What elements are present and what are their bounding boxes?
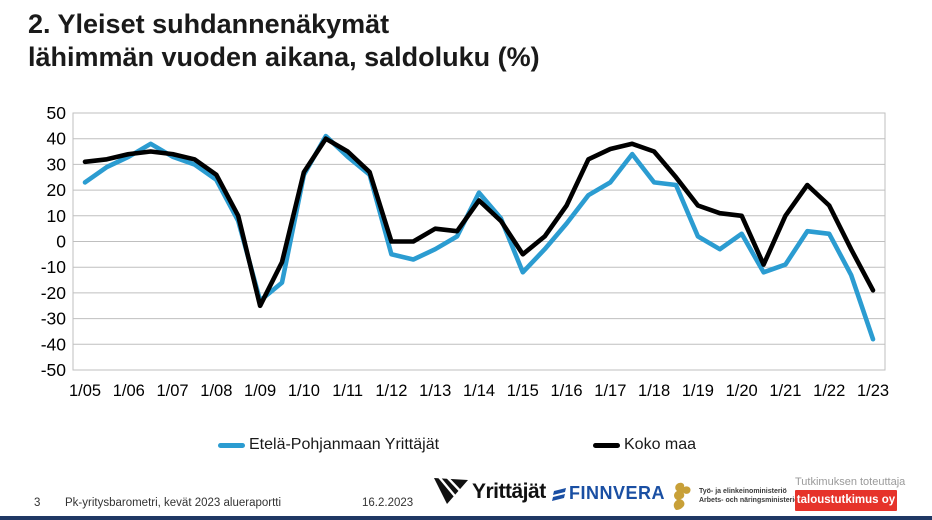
- x-axis-label-1-21: 1/21: [769, 382, 801, 400]
- page-title-line2: lähimmän vuoden aikana, saldoluku (%): [28, 42, 540, 72]
- x-axis-label-1-16: 1/16: [550, 382, 582, 400]
- y-axis-label-0: 0: [56, 232, 66, 252]
- x-axis-label-1-07: 1/07: [156, 382, 188, 400]
- x-axis-label-1-08: 1/08: [200, 382, 232, 400]
- x-axis-label-1-13: 1/13: [419, 382, 451, 400]
- legend-swatch-black: [593, 442, 620, 448]
- x-axis-label-1-09: 1/09: [244, 382, 276, 400]
- plot-border: [72, 112, 886, 371]
- yrittajat-logo-text: Yrittäjät: [472, 480, 546, 503]
- series-line-1: [82, 136, 876, 309]
- bottom-accent-bar: [0, 516, 932, 520]
- y-axis-label-10: 10: [47, 206, 67, 226]
- footer-report-title: Pk-yritysbarometri, kevät 2023 aluerapor…: [65, 497, 282, 509]
- yrittajat-flag-icon: [434, 477, 468, 504]
- y-axis-label-50: 50: [47, 103, 67, 123]
- legend-swatch-blue: [218, 442, 245, 448]
- x-axis-label-1-06: 1/06: [113, 382, 145, 400]
- ministry-name-sv: Arbets- och näringsministeriet: [699, 497, 801, 504]
- chart-legend: Etelä-Pohjanmaan Yrittäjät Koko maa: [0, 433, 932, 457]
- x-axis-label-1-17: 1/17: [594, 382, 626, 400]
- tem-lion-emblem-icon: [673, 482, 691, 510]
- x-axis-label-1-12: 1/12: [375, 382, 407, 400]
- ministry-logo-text: Työ- ja elinkeinoministeriö Arbets- och …: [699, 487, 801, 505]
- x-axis-label-1-11: 1/11: [332, 382, 363, 400]
- y-axis-label--20: -20: [41, 283, 67, 303]
- footer-date: 16.2.2023: [362, 497, 414, 509]
- y-axis-label-30: 30: [47, 154, 67, 174]
- finnvera-mark-icon: [552, 487, 566, 501]
- yrittajat-logo: Yrittäjät: [433, 477, 546, 507]
- x-axis-label-1-19: 1/19: [682, 382, 714, 400]
- x-axis-label-1-14: 1/14: [463, 382, 495, 400]
- x-axis-label-1-15: 1/15: [507, 382, 539, 400]
- x-axis-label-1-22: 1/22: [813, 382, 845, 400]
- x-axis-label-1-05: 1/05: [69, 382, 101, 400]
- finnvera-logo-text: FINNVERA: [569, 483, 666, 503]
- line-chart: 50 40 30 20 10 0 -10 -20 -30 -40 -50 1/05 1/06 1/07 1/…: [0, 100, 932, 410]
- x-axis-label-1-23: 1/23: [857, 382, 889, 400]
- page-number: 3: [34, 497, 41, 509]
- taloustutkimus-tagline: Tutkimuksen toteuttaja: [795, 476, 906, 488]
- y-axis-label--50: -50: [41, 360, 67, 380]
- ministry-name-fi: Työ- ja elinkeinoministeriö: [699, 488, 787, 495]
- legend-label: Koko maa: [624, 436, 697, 453]
- x-axis-label-1-10: 1/10: [288, 382, 320, 400]
- legend-item-koko-maa: Koko maa: [593, 433, 696, 457]
- y-axis-label--40: -40: [41, 334, 67, 354]
- y-axis-label-20: 20: [47, 180, 67, 200]
- x-axis-label-1-18: 1/18: [638, 382, 670, 400]
- taloustutkimus-logo: Tutkimuksen toteuttaja taloustutkimus oy: [795, 476, 906, 511]
- page-title-line1: 2. Yleiset suhdannenäkymät: [28, 9, 390, 39]
- legend-item-etela-pohjanmaa: Etelä-Pohjanmaan Yrittäjät: [218, 433, 439, 457]
- chart-canvas: 50 40 30 20 10 0 -10 -20 -30 -40 -501/05 1/06 1/07 1/…: [41, 103, 889, 400]
- y-axis-label-40: 40: [47, 129, 67, 149]
- y-axis-label--30: -30: [41, 309, 67, 329]
- ministry-logo: Työ- ja elinkeinoministeriö Arbets- och …: [668, 480, 801, 512]
- x-axis-label-1-20: 1/20: [726, 382, 758, 400]
- taloustutkimus-logo-text: taloustutkimus oy: [795, 490, 897, 511]
- page-title: 2. Yleiset suhdannenäkymät lähimmän vuod…: [28, 8, 540, 74]
- series-line-0: [82, 133, 876, 342]
- legend-label: Etelä-Pohjanmaan Yrittäjät: [249, 436, 440, 453]
- y-axis-label--10: -10: [41, 257, 67, 277]
- finnvera-logo: FINNVERA: [552, 483, 665, 504]
